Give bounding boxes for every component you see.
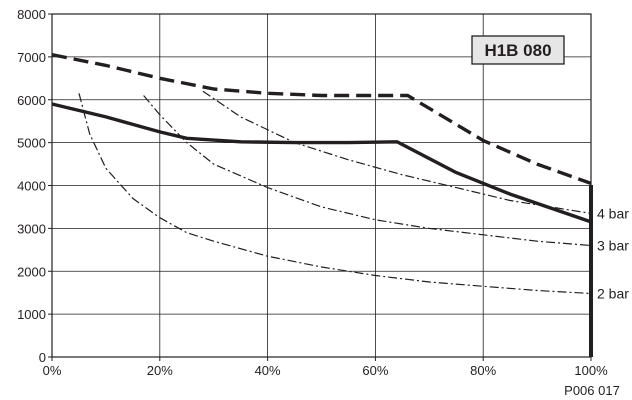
series-label-3-bar: 3 bar [597,238,629,254]
series-label-2-bar: 2 bar [597,286,629,302]
tick-labels: 0 1000 2000 3000 4000 5000 6000 7000 8000 0% 20% 40… [17,7,608,378]
grid [48,13,592,361]
x-tick-label: 20% [147,363,173,378]
y-tick-label: 2000 [17,264,46,279]
x-tick-label: 0% [43,363,62,378]
y-tick-label: 4000 [17,179,46,194]
series-labels: 4 bar 3 bar 2 bar [597,205,629,301]
x-tick-label: 100% [574,363,608,378]
x-tick-label: 80% [470,363,496,378]
model-badge-label: H1B 080 [484,41,551,60]
x-tick-label: 60% [362,363,388,378]
y-tick-label: 6000 [17,93,46,108]
x-tick-label: 40% [255,363,281,378]
y-tick-label: 3000 [17,221,46,236]
y-tick-label: 1000 [17,307,46,322]
y-tick-label: 5000 [17,136,46,151]
y-tick-label: 7000 [17,50,46,65]
series-lines [51,53,592,295]
series-line-3-bar [143,95,592,247]
model-badge [471,35,565,65]
series-line-solid-thick [51,102,592,224]
figure-code: P006 017 [564,383,620,398]
series-label-4-bar: 4 bar [597,205,629,221]
series-line-4-bar [202,90,592,214]
series-line-dashed-thick [51,53,592,186]
y-tick-label: 0 [39,350,46,365]
y-tick-label: 8000 [17,7,46,22]
series-line-2-bar [78,93,592,295]
